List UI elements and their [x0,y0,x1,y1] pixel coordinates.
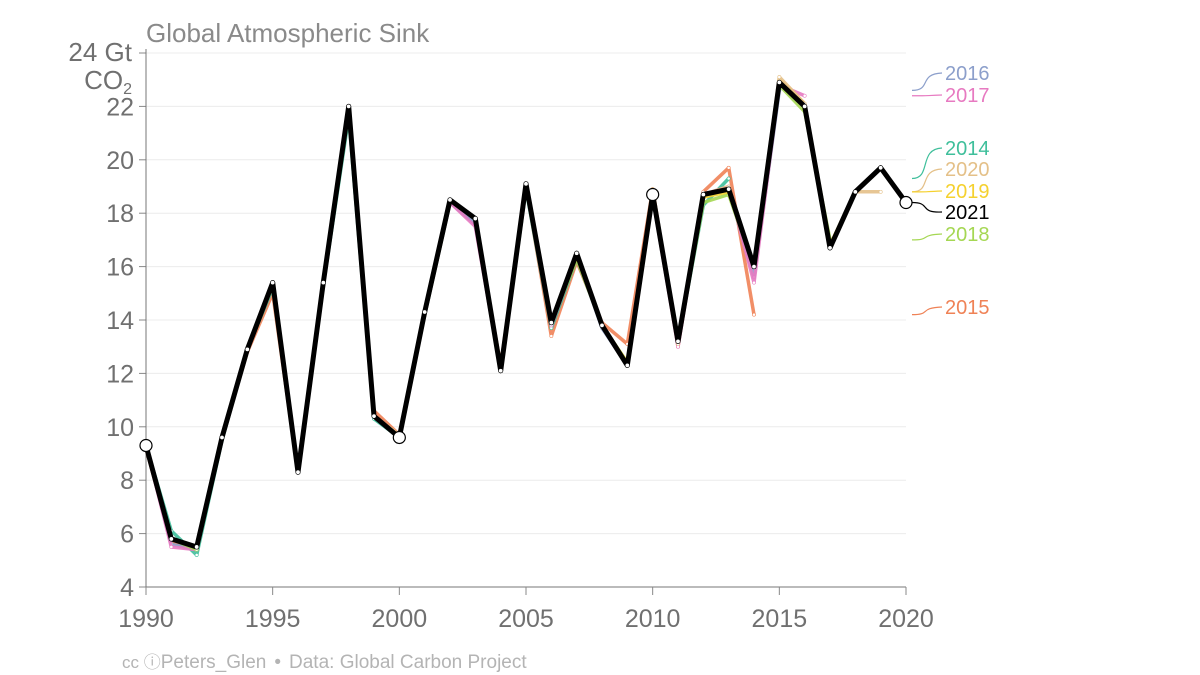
point-2021-1991 [168,536,174,542]
legend-label-2021: 2021 [945,202,990,224]
y-tick-label-12: 12 [106,360,134,388]
point-2021-2002 [447,197,453,203]
footer-source: Data: Global Carbon Project [289,652,527,673]
point-2021-1997 [320,280,326,286]
point-2021-2008 [599,322,605,328]
point-2021-2017 [827,245,833,251]
y-tick-label-14: 14 [106,307,134,335]
series-line-2014 [144,115,731,557]
footer-separator: • [274,652,282,673]
y-tick-label-22: 22 [106,93,134,121]
y-tick-label-18: 18 [106,200,134,228]
open-marker-1990 [139,438,153,453]
y-tick-label-10: 10 [106,414,134,442]
open-marker-2010 [646,187,660,202]
x-tick-label-2005: 2005 [498,605,554,633]
point-2021-1994 [244,346,250,352]
chart-title: Global Atmospheric Sink [146,18,430,48]
point-2021-2012 [700,192,706,198]
point-2015-2014 [752,312,756,317]
point-2021-2014 [751,264,757,270]
point-2021-2011 [675,338,681,344]
x-tick-label-1995: 1995 [245,605,301,633]
y-tick-label-8: 8 [120,467,134,495]
species-label: CO [84,65,124,95]
legend-label-2019: 2019 [945,181,990,203]
legend-connector-2018 [911,233,943,241]
legend-connector-2016 [911,72,943,91]
legend-connector-2015 [911,306,943,316]
series-line-2021 [143,79,909,550]
point-2021-2007 [574,250,580,256]
species-subscript: 2 [123,81,132,98]
legend-label-2020: 2020 [945,159,990,181]
point-2017-1991 [169,545,174,549]
legend-label-2017: 2017 [945,85,990,107]
point-2021-2015 [776,79,782,85]
point-2021-1993 [219,434,225,440]
footer-author: Peters_Glen [160,652,267,673]
y-tick-label-4: 4 [120,574,134,602]
legend-label-2016: 2016 [945,63,990,85]
cc-license-icon: cc ⓘ [122,653,161,672]
point-2021-2009 [624,362,630,368]
point-2021-2004 [498,368,504,374]
point-2021-1999 [371,413,377,419]
point-2021-2003 [472,216,478,222]
point-2020-2015 [777,75,782,79]
legend-connector-2019 [911,190,943,193]
legend-connector-2017 [911,94,943,97]
point-2021-2001 [422,309,428,315]
point-2021-1995 [270,280,276,286]
series-line-2019 [144,77,858,549]
x-tick-label-2015: 2015 [752,605,808,633]
legend-label-2018: 2018 [945,224,990,246]
point-2021-2006 [548,320,554,326]
open-marker-2000 [392,430,406,445]
axes: 4 6 8 10 12 14 16 18 20 22 1990 1995 2000 2005 2010 201… [106,49,934,633]
y-tick-label-20: 20 [106,147,134,175]
legend-connector-2021 [911,201,943,213]
point-2021-2013 [726,186,732,192]
x-tick-label-2010: 2010 [625,605,681,633]
point-2021-1992 [194,544,200,550]
point-2015-2006 [549,334,554,338]
point-2021-2016 [802,103,808,109]
point-2020-2019 [878,189,883,194]
open-marker-2020 [899,195,913,210]
point-2017-2016 [802,93,807,98]
series-layer [143,75,909,557]
point-2021-2018 [852,189,858,195]
x-tick-label-2000: 2000 [372,605,428,633]
point-2021-1998 [346,103,352,109]
top-tick-label: 24 [68,37,98,67]
point-2014-2013 [726,176,731,181]
legend-connector-2020 [911,168,943,193]
y-tick-label-16: 16 [106,254,134,282]
legend-connector-2014 [911,147,943,180]
point-2021-2005 [523,181,529,187]
grid-lines [146,52,906,588]
series-line-2015 [144,104,756,552]
legend-label-2015: 2015 [945,297,990,319]
point-2015-2013 [726,165,731,170]
footer: cc ⓘPeters_Glen • Data: Global Carbon Proj… [122,648,527,674]
y-unit-label: Gt [104,37,132,67]
legend-label-2014: 2014 [945,138,990,160]
y-tick-label-6: 6 [120,521,134,549]
markers-layer [139,187,913,453]
y-axis-species-label: CO2 [40,66,132,104]
y-axis-top-label: 24 Gt [40,38,132,66]
point-2017-2014 [752,280,756,285]
x-tick-label-1990: 1990 [118,605,174,633]
point-2021-2019 [878,165,884,171]
x-tick-label-2020: 2020 [878,605,934,633]
point-2014-1992 [194,553,199,557]
point-2021-1996 [295,469,301,475]
